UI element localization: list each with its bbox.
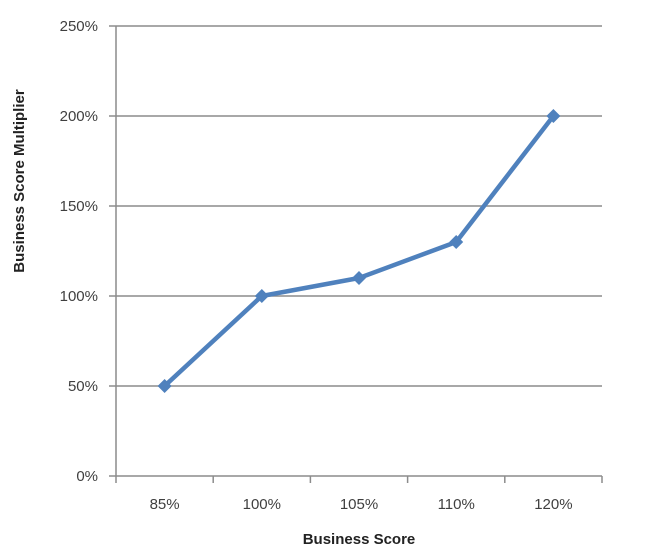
data-point-marker	[254, 289, 269, 303]
gridlines	[116, 25, 602, 387]
data-point-marker	[546, 109, 561, 123]
y-tick-label: 0%	[76, 468, 98, 485]
axes	[109, 25, 603, 483]
x-tick-label: 85%	[150, 496, 180, 513]
data-point-marker	[352, 271, 366, 285]
x-tick-labels: 85% 100% 105% 110% 120%	[150, 496, 573, 513]
y-tick-label: 100%	[60, 288, 98, 305]
data-point-marker	[449, 235, 464, 249]
y-tick-label: 150%	[60, 198, 98, 215]
x-axis-title: Business Score	[303, 531, 416, 547]
x-tick-label: 110%	[438, 496, 475, 513]
y-tick-label: 50%	[68, 378, 98, 395]
x-tick-label: 100%	[243, 496, 281, 513]
x-tick-label: 105%	[340, 496, 378, 513]
y-axis-title: Business Score Multiplier	[11, 89, 28, 273]
y-tick-labels: 0% 50% 100% 150% 200% 250%	[60, 18, 98, 485]
series-lines	[162, 113, 556, 389]
y-tick-label: 250%	[60, 18, 98, 35]
y-tick-label: 200%	[60, 108, 98, 125]
data-markers	[157, 109, 561, 393]
x-tick-label: 120%	[534, 496, 572, 513]
series-line	[162, 113, 556, 389]
data-point-marker	[157, 379, 172, 393]
